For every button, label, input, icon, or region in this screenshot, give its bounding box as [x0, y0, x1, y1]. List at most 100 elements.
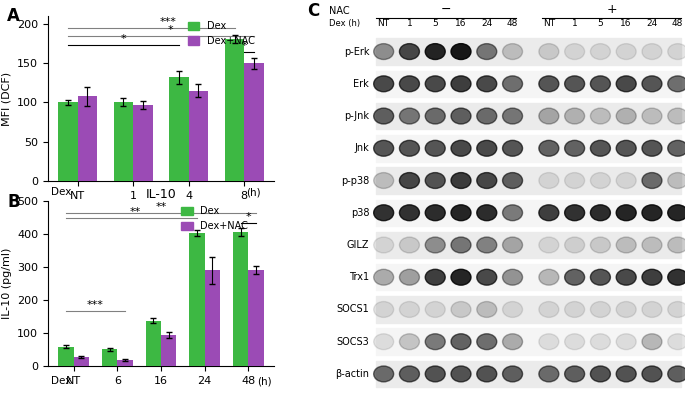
Text: *: *	[242, 41, 247, 51]
Bar	[376, 329, 682, 355]
Ellipse shape	[399, 366, 419, 382]
Ellipse shape	[399, 44, 419, 59]
Ellipse shape	[590, 269, 610, 285]
Ellipse shape	[564, 269, 584, 285]
Ellipse shape	[477, 108, 497, 124]
Bar	[376, 38, 682, 65]
Ellipse shape	[477, 269, 497, 285]
Text: −: −	[441, 3, 451, 16]
Ellipse shape	[590, 366, 610, 382]
Text: NT: NT	[377, 19, 390, 28]
Ellipse shape	[590, 76, 610, 92]
Ellipse shape	[451, 44, 471, 59]
Bar	[117, 361, 133, 366]
Ellipse shape	[503, 366, 523, 382]
Ellipse shape	[539, 108, 559, 124]
Text: SOCS3: SOCS3	[336, 337, 369, 347]
Ellipse shape	[564, 76, 584, 92]
Ellipse shape	[399, 269, 419, 285]
Bar	[233, 232, 249, 366]
Ellipse shape	[539, 76, 559, 92]
Ellipse shape	[616, 301, 636, 318]
Ellipse shape	[616, 237, 636, 253]
Text: NAC: NAC	[329, 6, 350, 16]
Ellipse shape	[539, 301, 559, 318]
Bar	[376, 264, 682, 290]
Ellipse shape	[539, 334, 559, 349]
Bar	[249, 270, 264, 366]
Ellipse shape	[590, 301, 610, 318]
Ellipse shape	[374, 173, 394, 188]
Ellipse shape	[451, 76, 471, 92]
Bar	[169, 77, 189, 181]
Ellipse shape	[503, 334, 523, 349]
Text: Jnk: Jnk	[354, 143, 369, 153]
Text: +: +	[606, 3, 616, 16]
Text: 1: 1	[572, 19, 577, 28]
Ellipse shape	[668, 237, 685, 253]
Ellipse shape	[668, 205, 685, 221]
Ellipse shape	[590, 140, 610, 156]
Text: Dex: Dex	[51, 187, 72, 197]
Ellipse shape	[451, 237, 471, 253]
Ellipse shape	[590, 334, 610, 349]
Text: *: *	[246, 212, 251, 223]
Text: 1: 1	[407, 19, 412, 28]
Text: A: A	[8, 7, 20, 26]
Ellipse shape	[616, 108, 636, 124]
Bar	[73, 357, 89, 366]
Ellipse shape	[642, 173, 662, 188]
Ellipse shape	[399, 334, 419, 349]
Ellipse shape	[616, 140, 636, 156]
Bar	[376, 167, 682, 194]
Ellipse shape	[590, 44, 610, 59]
Text: 5: 5	[597, 19, 603, 28]
Ellipse shape	[503, 237, 523, 253]
Ellipse shape	[374, 205, 394, 221]
Ellipse shape	[374, 237, 394, 253]
Ellipse shape	[539, 173, 559, 188]
Title: IL-10: IL-10	[146, 188, 176, 201]
Ellipse shape	[564, 44, 584, 59]
Ellipse shape	[399, 108, 419, 124]
Text: *: *	[121, 34, 126, 44]
Bar	[146, 321, 161, 366]
Ellipse shape	[616, 205, 636, 221]
Bar	[189, 233, 205, 366]
Ellipse shape	[616, 269, 636, 285]
Ellipse shape	[451, 205, 471, 221]
Ellipse shape	[503, 173, 523, 188]
Ellipse shape	[374, 269, 394, 285]
Text: 5: 5	[432, 19, 438, 28]
Ellipse shape	[399, 205, 419, 221]
Text: 24: 24	[481, 19, 493, 28]
Ellipse shape	[451, 301, 471, 318]
Ellipse shape	[374, 366, 394, 382]
Text: p38: p38	[351, 208, 369, 218]
Ellipse shape	[564, 205, 584, 221]
Ellipse shape	[503, 44, 523, 59]
Ellipse shape	[425, 269, 445, 285]
Ellipse shape	[477, 76, 497, 92]
Text: β-actin: β-actin	[335, 369, 369, 379]
Ellipse shape	[616, 173, 636, 188]
Ellipse shape	[477, 44, 497, 59]
Bar	[58, 102, 77, 181]
Ellipse shape	[425, 205, 445, 221]
Ellipse shape	[668, 108, 685, 124]
Ellipse shape	[451, 140, 471, 156]
Ellipse shape	[616, 334, 636, 349]
Ellipse shape	[503, 301, 523, 318]
Ellipse shape	[642, 237, 662, 253]
Bar	[58, 347, 73, 366]
Text: 16: 16	[621, 19, 632, 28]
Ellipse shape	[642, 205, 662, 221]
Ellipse shape	[539, 269, 559, 285]
Ellipse shape	[642, 269, 662, 285]
Ellipse shape	[539, 44, 559, 59]
Ellipse shape	[425, 237, 445, 253]
Text: (h): (h)	[257, 376, 271, 386]
Ellipse shape	[477, 237, 497, 253]
Text: Dex: Dex	[51, 376, 72, 386]
Ellipse shape	[564, 108, 584, 124]
